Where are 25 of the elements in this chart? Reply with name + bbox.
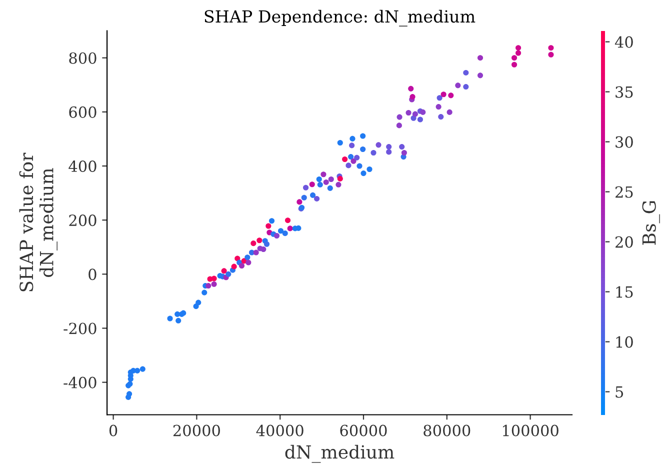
y-axis-title: SHAP value for dN_medium: [19, 152, 58, 292]
color-bar-label: 40: [614, 36, 633, 48]
y-tick-label: 600: [69, 106, 96, 118]
color-bar-label: 15: [616, 286, 633, 298]
y-tick-label: 200: [69, 214, 96, 226]
x-tick-label: 60000: [340, 424, 387, 436]
x-tick-label: 80000: [424, 424, 470, 436]
x-axis-title: dN_medium: [285, 444, 394, 463]
color-bar-label: 35: [616, 86, 633, 98]
x-tick-label: 0: [109, 424, 118, 436]
y-tick-label: 0: [88, 268, 96, 280]
x-tick-label: 100000: [503, 424, 558, 436]
color-bar-label: 5: [616, 386, 624, 398]
y-tick-label: -200: [64, 322, 96, 334]
y-tick-label: 400: [68, 160, 96, 172]
x-tick-label: 40000: [256, 424, 304, 436]
color-bar-label: 30: [616, 136, 633, 148]
color-bar-label: 10: [616, 336, 633, 348]
y-tick-label: -400: [64, 376, 96, 388]
color-bar-label: 25: [616, 186, 633, 198]
color-bar-label: 20: [616, 236, 633, 248]
color-bar-title: Bs_G: [642, 201, 660, 245]
y-tick-label: 800: [69, 52, 96, 64]
x-tick-label: 20000: [173, 424, 220, 436]
chart-title: SHAP Dependence: dN_medium: [204, 10, 476, 26]
